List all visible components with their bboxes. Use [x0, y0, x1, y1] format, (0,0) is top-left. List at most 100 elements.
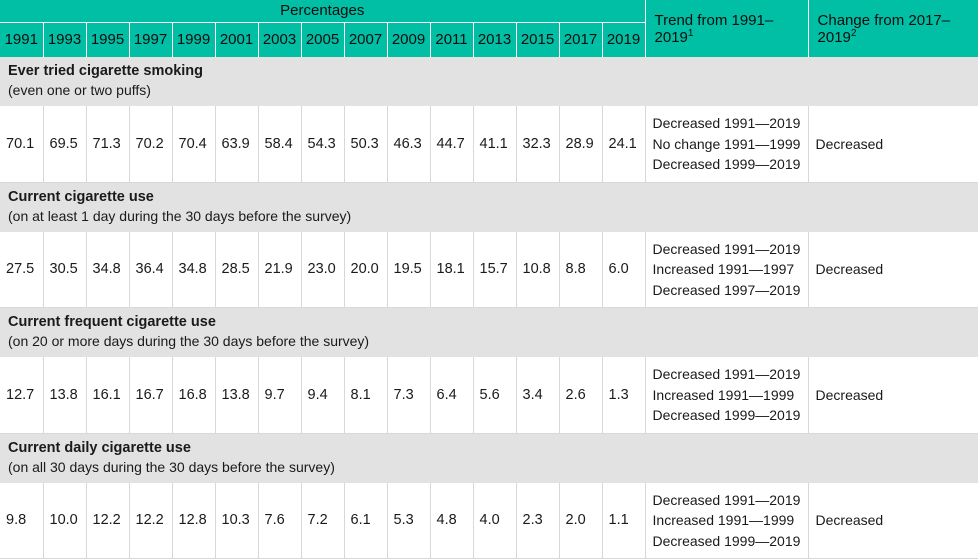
data-row: 12.7 13.8 16.1 16.7 16.8 13.8 9.7 9.4 8.1 7.3 6.4 5… — [0, 357, 978, 434]
trend-cell: Decreased 1991—2019 No change 1991—1999 … — [645, 106, 809, 183]
section-subtitle: (on 20 or more days during the 30 days b… — [8, 333, 370, 349]
percentage-value-cell: 70.2 — [129, 106, 173, 183]
percentage-value-cell: 20.0 — [344, 231, 388, 308]
percentage-value-cell: 13.8 — [215, 357, 259, 434]
year-column-header: 1999 — [172, 22, 216, 57]
data-row: 70.1 69.5 71.3 70.2 70.4 63.9 58.4 54.3 50.3 46.3… — [0, 106, 978, 183]
percentage-value-cell: 5.6 — [473, 357, 517, 434]
year-column-header: 2019 — [602, 22, 646, 57]
percentage-value-cell: 36.4 — [129, 231, 173, 308]
percentage-value-cell: 9.7 — [258, 357, 302, 434]
percentage-value-cell: 3.4 — [516, 357, 560, 434]
year-column-header: 2003 — [258, 22, 302, 57]
percentage-value-cell: 19.5 — [387, 231, 431, 308]
percentage-value-cell: 12.8 — [172, 482, 216, 559]
year-column-header: 2013 — [473, 22, 517, 57]
change-cell: Decreased — [808, 106, 978, 183]
percentage-value-cell: 12.2 — [129, 482, 173, 559]
percentage-value-cell: 50.3 — [344, 106, 388, 183]
percentage-value-cell: 4.0 — [473, 482, 517, 559]
trend-cell: Decreased 1991—2019 Increased 1991—1997 … — [645, 231, 809, 308]
trend-line: No change 1991—1999 — [652, 135, 801, 152]
percentage-value-cell: 28.9 — [559, 106, 603, 183]
percentage-value-cell: 1.1 — [602, 482, 646, 559]
change-column-header-label: Change from 2017–2019 — [817, 11, 951, 46]
years-header-row: 1991 1993 1995 1997 1999 2001 2003 2005 2007 2009… — [0, 22, 978, 57]
percentage-value-cell: 2.0 — [559, 482, 603, 559]
percentage-value-cell: 1.3 — [602, 357, 646, 434]
percentage-value-cell: 16.7 — [129, 357, 173, 434]
trend-line: Decreased 1999—2019 — [652, 407, 801, 423]
percentage-value-cell: 7.3 — [387, 357, 431, 434]
section-header-cell: Ever tried cigarette smoking (even one o… — [0, 57, 978, 106]
year-column-header: 2015 — [516, 22, 560, 57]
trend-cell: Decreased 1991—2019 Increased 1991—1999 … — [645, 357, 809, 434]
percentage-value-cell: 41.1 — [473, 106, 517, 183]
percentage-value-cell: 34.8 — [86, 231, 130, 308]
change-cell: Decreased — [808, 482, 978, 559]
percentage-value-cell: 69.5 — [43, 106, 87, 183]
percentage-value-cell: 2.3 — [516, 482, 560, 559]
section-title: Current cigarette use — [8, 188, 154, 205]
percentages-header-row: Percentages Trend from 1991–20191 Change… — [0, 0, 978, 57]
section-title: Ever tried cigarette smoking — [8, 63, 204, 79]
change-cell: Decreased — [808, 357, 978, 434]
section-subtitle: (on at least 1 day during the 30 days be… — [8, 207, 352, 224]
percentage-value-cell: 7.6 — [258, 482, 302, 559]
percentage-value-cell: 32.3 — [516, 106, 560, 183]
percentage-value-cell: 15.7 — [473, 231, 517, 308]
year-column-header: 2009 — [387, 22, 431, 57]
trend-line: Decreased 1999—2019 — [652, 156, 801, 172]
percentage-value-cell: 46.3 — [387, 106, 431, 183]
percentage-value-cell: 12.7 — [0, 357, 44, 434]
percentage-value-cell: 58.4 — [258, 106, 302, 183]
data-row: 27.5 30.5 34.8 36.4 34.8 28.5 21.9 23.0 20.0 19.5… — [0, 231, 978, 308]
section-header-row: Current cigarette use (on at least 1 day… — [0, 182, 978, 232]
percentage-value-cell: 12.2 — [86, 482, 130, 559]
section-subtitle: (even one or two puffs) — [8, 82, 151, 98]
section-title: Current daily cigarette use — [8, 439, 191, 456]
year-column-header: 2007 — [344, 22, 388, 57]
data-row: 9.8 10.0 12.2 12.2 12.8 10.3 7.6 7.2 6.1 5.3 4.8 4.… — [0, 482, 978, 559]
change-cell: Decreased — [808, 231, 978, 308]
year-column-header: 2017 — [559, 22, 603, 57]
trend-column-header: Trend from 1991–20191 — [645, 0, 809, 57]
percentage-value-cell: 6.4 — [430, 357, 474, 434]
table-body: Ever tried cigarette smoking (even one o… — [0, 57, 978, 559]
year-column-header: 2001 — [215, 22, 259, 57]
trend-line: Increased 1991—1999 — [652, 512, 795, 528]
section-title: Current frequent cigarette use — [8, 314, 216, 330]
section-header-cell: Current frequent cigarette use (on 20 or… — [0, 307, 978, 357]
trend-cell: Decreased 1991—2019 Increased 1991—1999 … — [645, 482, 809, 559]
trend-line: Decreased 1997—2019 — [652, 281, 801, 298]
percentage-value-cell: 9.8 — [0, 482, 44, 559]
percentage-value-cell: 4.8 — [430, 482, 474, 559]
percentage-value-cell: 10.8 — [516, 231, 560, 308]
percentages-header: Percentages — [0, 0, 646, 23]
change-column-header: Change from 2017–20192 — [808, 0, 978, 57]
trend-line: Decreased 1999—2019 — [652, 532, 801, 549]
percentage-value-cell: 24.1 — [602, 106, 646, 183]
percentage-value-cell: 21.9 — [258, 231, 302, 308]
percentage-value-cell: 23.0 — [301, 231, 345, 308]
percentage-value-cell: 16.1 — [86, 357, 130, 434]
percentage-value-cell: 18.1 — [430, 231, 474, 308]
section-header-cell: Current daily cigarette use (on all 30 d… — [0, 433, 978, 483]
percentage-value-cell: 27.5 — [0, 231, 44, 308]
trend-line: Decreased 1991—2019 — [652, 115, 801, 131]
trend-line: Decreased 1991—2019 — [652, 366, 801, 382]
percentage-value-cell: 30.5 — [43, 231, 87, 308]
section-subtitle: (on all 30 days during the 30 days befor… — [8, 458, 335, 475]
percentage-value-cell: 8.1 — [344, 357, 388, 434]
percentage-value-cell: 16.8 — [172, 357, 216, 434]
percentage-value-cell: 13.8 — [43, 357, 87, 434]
trend-footnote-marker: 1 — [687, 27, 694, 39]
percentage-value-cell: 70.1 — [0, 106, 44, 183]
year-column-header: 2005 — [301, 22, 345, 57]
percentage-value-cell: 7.2 — [301, 482, 345, 559]
change-footnote-marker: 2 — [850, 27, 857, 39]
year-column-header: 1997 — [129, 22, 173, 57]
trend-column-header-label: Trend from 1991–2019 — [654, 11, 774, 46]
table-header: Percentages Trend from 1991–20191 Change… — [0, 0, 978, 57]
